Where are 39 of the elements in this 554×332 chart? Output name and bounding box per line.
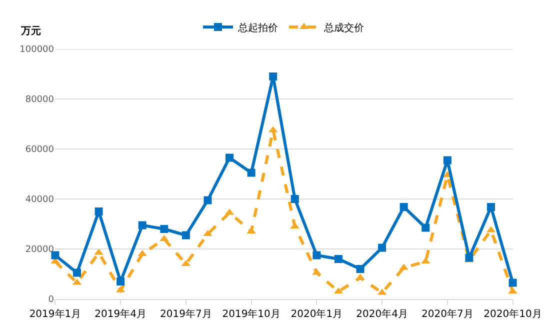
point bbox=[269, 72, 278, 80]
point bbox=[486, 203, 495, 211]
point bbox=[204, 196, 212, 204]
point bbox=[116, 278, 125, 286]
point bbox=[247, 168, 256, 177]
point bbox=[226, 154, 234, 162]
point bbox=[422, 224, 430, 232]
point bbox=[290, 195, 299, 203]
legend-label: 总起拍价 bbox=[237, 22, 278, 34]
y-tick-label: 0 bbox=[48, 295, 54, 306]
point bbox=[51, 251, 60, 260]
x-tick-label: 2019年1月 bbox=[29, 308, 82, 320]
y-tick-label: 100000 bbox=[20, 45, 54, 56]
x-tick-label: 2020年7月 bbox=[422, 308, 474, 320]
point bbox=[400, 203, 408, 211]
point bbox=[160, 225, 168, 233]
point bbox=[182, 231, 190, 240]
point bbox=[334, 255, 342, 263]
y-tick-label: 20000 bbox=[25, 245, 54, 256]
x-tick-label: 2020年4月 bbox=[356, 308, 408, 320]
x-tick-label: 2019年10月 bbox=[222, 308, 280, 320]
x-tick-label: 2020年1月 bbox=[290, 308, 343, 320]
point bbox=[508, 278, 517, 287]
legend-label: 总成交价 bbox=[323, 22, 364, 34]
y-tick-label: 40000 bbox=[25, 195, 54, 206]
point bbox=[443, 156, 452, 164]
y-axis-title: 万元 bbox=[20, 25, 41, 37]
point bbox=[378, 244, 386, 252]
y-tick-label: 80000 bbox=[25, 95, 54, 106]
x-tick-label: 2019年4月 bbox=[94, 308, 146, 320]
point bbox=[94, 208, 103, 216]
point bbox=[73, 268, 82, 277]
point bbox=[312, 251, 321, 260]
point bbox=[138, 221, 146, 230]
x-tick-label: 2020年10月 bbox=[484, 308, 542, 320]
x-tick-label: 2019年7月 bbox=[160, 308, 212, 320]
point bbox=[356, 265, 364, 273]
point bbox=[465, 254, 474, 262]
y-tick-label: 60000 bbox=[25, 145, 54, 156]
